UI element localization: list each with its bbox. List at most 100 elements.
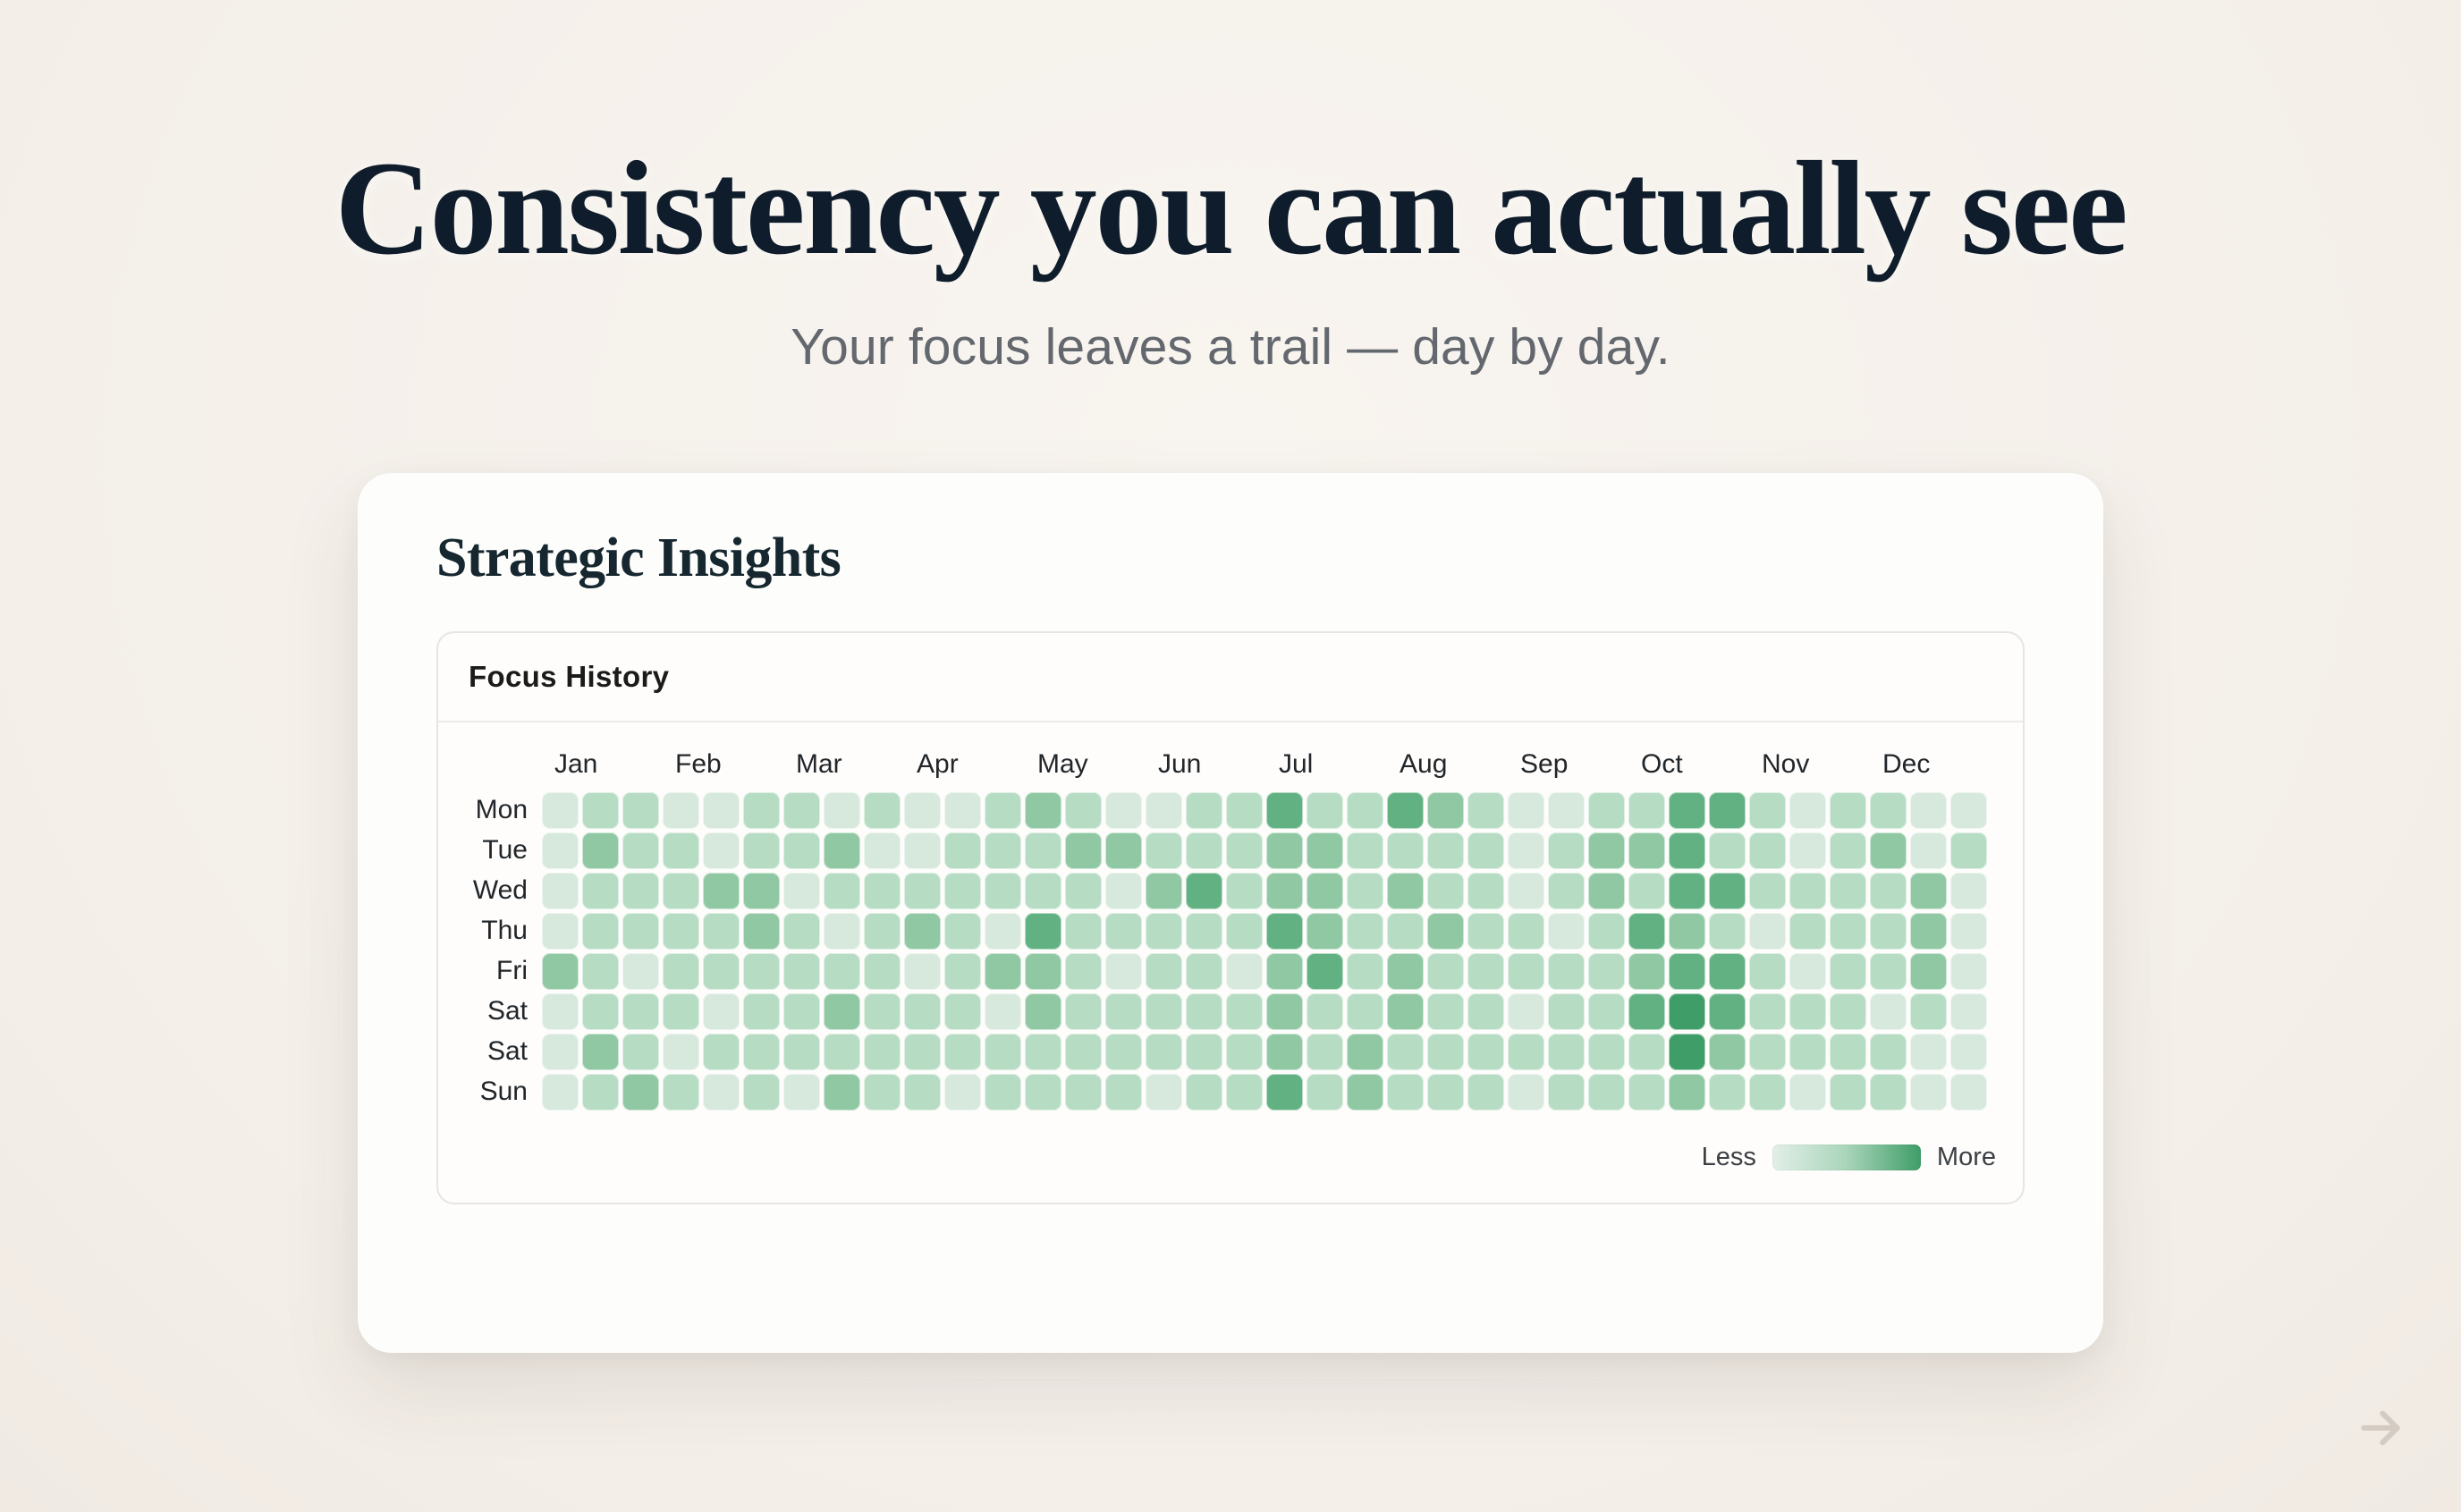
heatmap-grid: Mon Tue Wed Thu Fri Sat Sat Sun bbox=[460, 791, 2001, 1111]
heatmap-cell bbox=[1789, 1073, 1826, 1111]
heatmap-cell bbox=[783, 832, 820, 869]
heatmap-cell bbox=[1830, 832, 1866, 869]
page-subtitle: Your focus leaves a trail — day by day. bbox=[791, 317, 1670, 376]
heatmap-cell bbox=[582, 791, 619, 829]
heatmap-cell bbox=[1266, 1033, 1303, 1070]
heatmap-cell bbox=[743, 832, 780, 869]
heatmap-cell bbox=[1226, 1033, 1263, 1070]
heatmap-cell bbox=[703, 832, 740, 869]
heatmap-cell bbox=[1669, 993, 1705, 1030]
heatmap-cell bbox=[1709, 993, 1746, 1030]
heatmap-cell bbox=[1508, 952, 1544, 990]
heatmap-cell bbox=[1950, 791, 1987, 829]
heatmap-cell bbox=[1669, 832, 1705, 869]
month-label: Apr bbox=[917, 748, 959, 779]
heatmap-cell bbox=[1669, 872, 1705, 909]
heatmap-cell bbox=[1387, 952, 1424, 990]
heatmap-cell bbox=[703, 952, 740, 990]
heatmap-cell bbox=[1588, 832, 1625, 869]
heatmap-cell bbox=[1669, 952, 1705, 990]
heatmap-cell bbox=[1950, 832, 1987, 869]
heatmap-cell bbox=[1588, 952, 1625, 990]
heatmap-cell bbox=[622, 791, 659, 829]
heatmap-cell bbox=[1588, 791, 1625, 829]
heatmap-cell bbox=[1186, 791, 1222, 829]
heatmap-cell bbox=[1709, 912, 1746, 950]
heatmap-cell bbox=[1146, 791, 1182, 829]
heatmap-cell bbox=[1266, 872, 1303, 909]
insights-card: Strategic Insights Focus History Jan Feb M… bbox=[358, 472, 2103, 1353]
heatmap-cell bbox=[1146, 993, 1182, 1030]
heatmap-cell bbox=[542, 912, 579, 950]
heatmap-cell bbox=[1387, 791, 1424, 829]
heatmap-cell bbox=[1508, 872, 1544, 909]
heatmap-cell bbox=[1870, 912, 1907, 950]
heatmap-cell bbox=[904, 791, 941, 829]
heatmap-cell bbox=[1628, 872, 1665, 909]
heatmap-cell bbox=[663, 832, 699, 869]
month-label: Oct bbox=[1641, 748, 1683, 779]
heatmap-row: Wed bbox=[460, 872, 2001, 909]
heatmap-cell bbox=[542, 952, 579, 990]
heatmap-cell bbox=[985, 872, 1021, 909]
heatmap-cell bbox=[985, 1033, 1021, 1070]
heatmap-cell bbox=[1266, 952, 1303, 990]
heatmap-cell bbox=[1105, 832, 1142, 869]
heatmap-cell bbox=[1387, 1033, 1424, 1070]
heatmap-cell bbox=[582, 993, 619, 1030]
heatmap-cell bbox=[944, 832, 981, 869]
heatmap-cell bbox=[743, 912, 780, 950]
heatmap-cell bbox=[1870, 791, 1907, 829]
heatmap-cell bbox=[1749, 791, 1786, 829]
heatmap-cell bbox=[663, 952, 699, 990]
heatmap-cell bbox=[1186, 1033, 1222, 1070]
heatmap-cell bbox=[743, 791, 780, 829]
heatmap-cell bbox=[985, 832, 1021, 869]
heatmap-cell bbox=[1910, 993, 1947, 1030]
heatmap-cell bbox=[944, 791, 981, 829]
heatmap-cell bbox=[1870, 993, 1907, 1030]
heatmap-cell bbox=[1749, 912, 1786, 950]
heatmap-cell bbox=[1266, 993, 1303, 1030]
heatmap-cell bbox=[1387, 993, 1424, 1030]
heatmap-cell bbox=[1146, 832, 1182, 869]
heatmap-cell bbox=[1789, 872, 1826, 909]
month-label: Jun bbox=[1158, 748, 1202, 779]
heatmap-cell bbox=[1548, 791, 1585, 829]
month-label: Mar bbox=[796, 748, 842, 779]
heatmap-cell bbox=[743, 1033, 780, 1070]
heatmap-cell bbox=[1709, 952, 1746, 990]
heatmap-cell bbox=[944, 912, 981, 950]
heatmap-cell bbox=[1830, 872, 1866, 909]
heatmap-cell bbox=[1065, 832, 1102, 869]
heatmap-cell bbox=[542, 1073, 579, 1111]
next-arrow-icon[interactable] bbox=[2355, 1403, 2406, 1453]
heatmap-cell bbox=[864, 912, 901, 950]
heatmap-cell bbox=[1307, 872, 1343, 909]
heatmap-cell bbox=[1910, 952, 1947, 990]
heatmap-cell bbox=[783, 872, 820, 909]
heatmap-cell bbox=[703, 993, 740, 1030]
heatmap-cell bbox=[622, 872, 659, 909]
heatmap-cell bbox=[824, 912, 860, 950]
legend-less-label: Less bbox=[1701, 1142, 1756, 1171]
heatmap-cell bbox=[1789, 1033, 1826, 1070]
heatmap-cell bbox=[824, 791, 860, 829]
heatmap-cell bbox=[622, 912, 659, 950]
hero-section: Consistency you can actually see Your fo… bbox=[0, 138, 2461, 376]
focus-heatmap: Jan Feb Mar Apr May Jun Jul Aug Sep Oct Nov Dec Mon… bbox=[438, 722, 2023, 1203]
month-label: Jan bbox=[554, 748, 598, 779]
heatmap-cell bbox=[1427, 1073, 1464, 1111]
heatmap-cell bbox=[1870, 872, 1907, 909]
heatmap-cell bbox=[1588, 1033, 1625, 1070]
heatmap-cell bbox=[1628, 952, 1665, 990]
heatmap-cell bbox=[1508, 1073, 1544, 1111]
heatmap-cell bbox=[1950, 1073, 1987, 1111]
heatmap-cell bbox=[864, 952, 901, 990]
heatmap-cell bbox=[1105, 872, 1142, 909]
heatmap-cell bbox=[864, 832, 901, 869]
heatmap-row: Tue bbox=[460, 832, 2001, 869]
heatmap-cell bbox=[824, 832, 860, 869]
heatmap-cell bbox=[985, 912, 1021, 950]
heatmap-cell bbox=[1105, 952, 1142, 990]
